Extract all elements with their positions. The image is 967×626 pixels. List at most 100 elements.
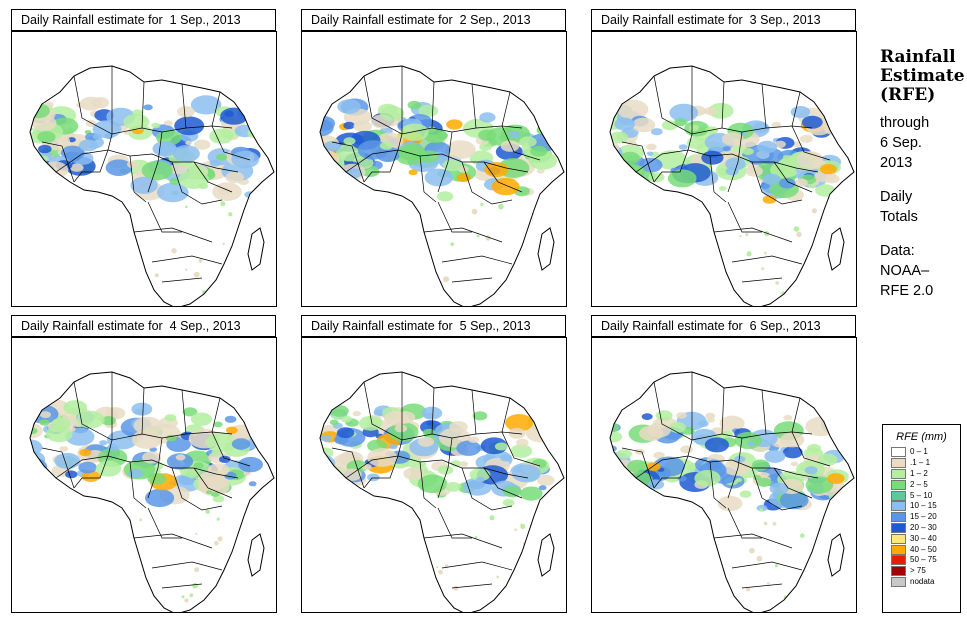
rainfall-patch bbox=[424, 412, 434, 419]
rainfall-patch bbox=[193, 139, 211, 150]
rainfall-patch bbox=[401, 264, 406, 269]
rainfall-patch bbox=[617, 99, 649, 120]
rainfall-patch bbox=[772, 521, 777, 526]
country-border bbox=[331, 141, 365, 183]
legend-item: 20 – 30 bbox=[891, 522, 960, 534]
country-border bbox=[419, 461, 437, 509]
rainfall-patch bbox=[480, 202, 484, 207]
rainfall-patch bbox=[424, 168, 454, 187]
panel-title: Daily Rainfall estimate for 1 Sep., 2013 bbox=[11, 9, 276, 31]
rainfall-patch bbox=[530, 145, 548, 157]
rainfall-patch bbox=[801, 115, 823, 129]
data-source-line: NOAA– bbox=[880, 263, 930, 279]
rainfall-patch bbox=[502, 499, 515, 507]
madagascar-outline bbox=[247, 533, 265, 577]
rainfall-patch bbox=[143, 104, 153, 111]
rainfall-patch bbox=[734, 455, 746, 463]
africa-map bbox=[319, 65, 565, 306]
rainfall-patch bbox=[361, 463, 372, 471]
rainfall-patch bbox=[651, 128, 663, 136]
country-border bbox=[761, 83, 767, 129]
rainfall-patch bbox=[358, 415, 383, 431]
rainfall-patch bbox=[63, 400, 88, 415]
through-line: 2013 bbox=[880, 155, 913, 171]
country-border bbox=[141, 81, 145, 129]
legend-swatch bbox=[891, 533, 906, 544]
country-border bbox=[331, 447, 365, 489]
rainfall-patch bbox=[30, 468, 41, 483]
rainfall-patch bbox=[400, 123, 429, 141]
rainfall-patch bbox=[703, 530, 708, 536]
rainfall-patch bbox=[238, 456, 263, 473]
rainfall-patch bbox=[411, 589, 414, 592]
country-border bbox=[363, 381, 523, 441]
rainfall-patch bbox=[233, 272, 238, 278]
rainfall-patch bbox=[224, 471, 237, 480]
rainfall-patch bbox=[536, 168, 545, 174]
rainfall-patch bbox=[193, 462, 204, 469]
rainfall-patch bbox=[384, 410, 409, 426]
rainfall-patch bbox=[105, 159, 133, 176]
legend-swatch bbox=[891, 512, 906, 523]
legend-item: 40 – 50 bbox=[891, 544, 960, 555]
rainfall-field bbox=[610, 99, 851, 302]
rainfall-patch bbox=[79, 448, 92, 457]
rainfall-patch bbox=[343, 137, 356, 145]
country-border bbox=[41, 447, 75, 489]
rainfall-patch bbox=[678, 144, 688, 150]
rainfall-patch bbox=[512, 464, 541, 483]
rainfall-patch bbox=[680, 445, 693, 454]
country-border bbox=[791, 397, 831, 467]
rainfall-patch bbox=[219, 455, 231, 463]
africa-map bbox=[609, 65, 855, 306]
rainfall-patch bbox=[30, 94, 43, 113]
rainfall-patch bbox=[154, 273, 159, 278]
rainfall-patch bbox=[353, 120, 372, 133]
rainfall-patch bbox=[184, 268, 188, 271]
rainfall-patch bbox=[78, 461, 97, 474]
country-border bbox=[129, 461, 147, 509]
rainfall-patch bbox=[734, 432, 762, 449]
legend-label: 1 – 2 bbox=[910, 468, 928, 478]
rainfall-patch bbox=[519, 486, 543, 501]
country-border bbox=[345, 455, 529, 479]
rainfall-map bbox=[301, 337, 567, 613]
rainfall-patch bbox=[771, 121, 781, 128]
madagascar-outline bbox=[827, 533, 845, 577]
rainfall-patch bbox=[418, 104, 439, 118]
legend-title: RFE (mm) bbox=[896, 431, 947, 443]
rainfall-patch bbox=[610, 445, 617, 452]
rainfall-patch bbox=[181, 595, 185, 599]
rainfall-patch bbox=[708, 102, 734, 119]
rainfall-patch bbox=[456, 173, 471, 182]
rainfall-patch bbox=[206, 490, 213, 495]
rainfall-patch bbox=[325, 163, 336, 170]
country-border bbox=[791, 91, 831, 161]
country-border bbox=[713, 227, 793, 243]
rainfall-patch bbox=[762, 195, 777, 204]
rainfall-patch bbox=[134, 408, 144, 415]
rainfall-patch bbox=[30, 439, 43, 456]
rainfall-patch bbox=[796, 151, 824, 168]
rainfall-patch bbox=[469, 468, 491, 482]
rainfall-patch bbox=[37, 131, 56, 143]
rainfall-patch bbox=[211, 492, 220, 497]
panel-title: Daily Rainfall estimate for 6 Sep., 2013 bbox=[591, 315, 856, 337]
country-border bbox=[345, 149, 529, 173]
rainfall-patch bbox=[817, 453, 838, 467]
country-border bbox=[741, 277, 783, 283]
country-border bbox=[73, 75, 233, 135]
rainfall-patch bbox=[479, 142, 492, 151]
country-border bbox=[501, 91, 541, 161]
rainfall-patch bbox=[647, 422, 671, 438]
rainfall-patch bbox=[676, 412, 687, 419]
rainfall-patch bbox=[403, 467, 425, 481]
rainfall-patch bbox=[538, 485, 547, 491]
rainfall-patch bbox=[790, 461, 799, 467]
rainfall-patch bbox=[764, 449, 786, 463]
rainfall-patch bbox=[222, 242, 225, 245]
rainfall-patch bbox=[468, 436, 479, 443]
rainfall-patch bbox=[514, 528, 517, 531]
africa-map bbox=[609, 371, 855, 612]
